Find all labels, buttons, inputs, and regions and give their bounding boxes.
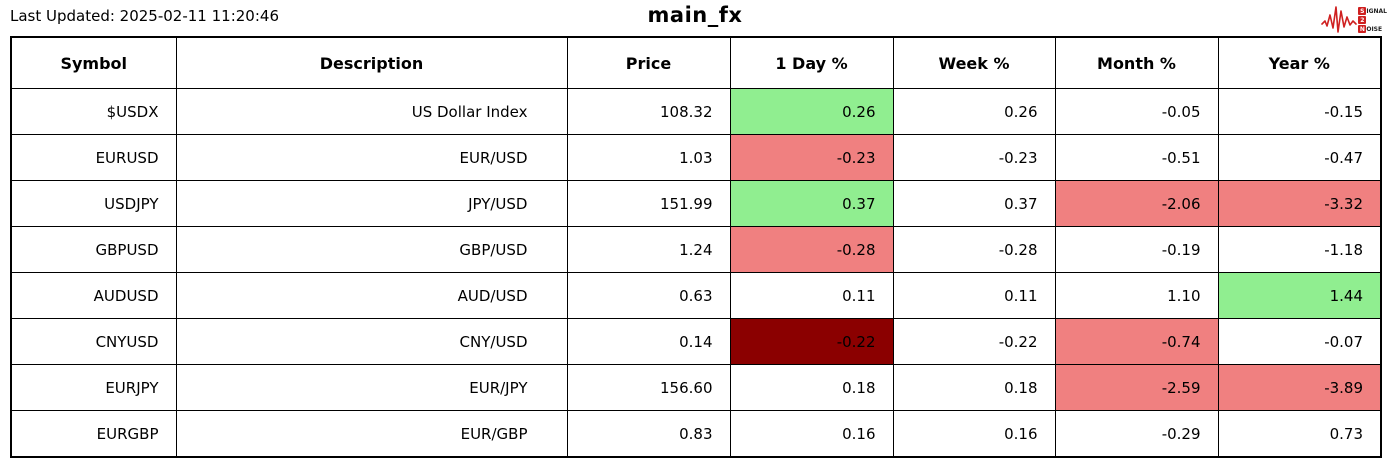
last-updated-timestamp: Last Updated: 2025-02-11 11:20:46 — [10, 7, 279, 25]
day-pct-cell: -0.23 — [729, 134, 894, 181]
column-header-month-pct: Month % — [1054, 36, 1219, 89]
price-cell: 1.24 — [566, 226, 731, 273]
table-row: EURUSD EUR/USD 1.03 -0.23 -0.23 -0.51 -0… — [10, 134, 1382, 181]
symbol-cell: USDJPY — [10, 180, 177, 227]
week-pct-cell: -0.22 — [892, 318, 1056, 365]
symbol-cell: AUDUSD — [10, 272, 177, 319]
column-header-description: Description — [175, 36, 568, 89]
year-pct-cell: -3.32 — [1217, 180, 1382, 227]
column-header-year-pct: Year % — [1217, 36, 1382, 89]
logo-line-2: 2 — [1358, 16, 1387, 24]
month-pct-cell: -0.05 — [1054, 88, 1219, 135]
week-pct-cell: -0.23 — [892, 134, 1056, 181]
description-cell: EUR/JPY — [175, 364, 568, 411]
year-pct-cell: -3.89 — [1217, 364, 1382, 411]
table-row: USDJPY JPY/USD 151.99 0.37 0.37 -2.06 -3… — [10, 180, 1382, 227]
table-row: AUDUSD AUD/USD 0.63 0.11 0.11 1.10 1.44 — [10, 272, 1382, 319]
fx-table-body: $USDX US Dollar Index 108.32 0.26 0.26 -… — [10, 88, 1382, 458]
price-cell: 0.14 — [566, 318, 731, 365]
month-pct-cell: -0.74 — [1054, 318, 1219, 365]
month-pct-cell: -0.19 — [1054, 226, 1219, 273]
symbol-cell: EURUSD — [10, 134, 177, 181]
description-cell: JPY/USD — [175, 180, 568, 227]
month-pct-cell: 1.10 — [1054, 272, 1219, 319]
page-title: main_fx — [647, 3, 743, 27]
table-row: EURGBP EUR/GBP 0.83 0.16 0.16 -0.29 0.73 — [10, 410, 1382, 458]
table-row: $USDX US Dollar Index 108.32 0.26 0.26 -… — [10, 88, 1382, 135]
day-pct-cell: 0.16 — [729, 410, 894, 458]
symbol-cell: $USDX — [10, 88, 177, 135]
year-pct-cell: -0.07 — [1217, 318, 1382, 365]
week-pct-cell: 0.16 — [892, 410, 1056, 458]
column-header-symbol: Symbol — [10, 36, 177, 89]
price-cell: 0.63 — [566, 272, 731, 319]
table-row: EURJPY EUR/JPY 156.60 0.18 0.18 -2.59 -3… — [10, 364, 1382, 411]
logo-wordmark: S IGNAL 2 N OISE — [1358, 7, 1387, 33]
logo-badge-n: N — [1358, 25, 1367, 33]
fx-table: Symbol Description Price 1 Day % Week % … — [10, 36, 1382, 458]
day-pct-cell: -0.22 — [729, 318, 894, 365]
day-pct-cell: 0.18 — [729, 364, 894, 411]
logo-line-noise: N OISE — [1358, 25, 1383, 33]
description-cell: CNY/USD — [175, 318, 568, 365]
week-pct-cell: 0.11 — [892, 272, 1056, 319]
header-row: Symbol Description Price 1 Day % Week % … — [10, 36, 1382, 89]
signal2noise-logo: S IGNAL 2 N OISE — [1321, 2, 1387, 38]
month-pct-cell: -0.29 — [1054, 410, 1219, 458]
description-cell: EUR/USD — [175, 134, 568, 181]
column-header-1day-pct: 1 Day % — [729, 36, 894, 89]
price-cell: 156.60 — [566, 364, 731, 411]
day-pct-cell: 0.11 — [729, 272, 894, 319]
price-cell: 108.32 — [566, 88, 731, 135]
waveform-icon — [1321, 2, 1358, 38]
table-row: GBPUSD GBP/USD 1.24 -0.28 -0.28 -0.19 -1… — [10, 226, 1382, 273]
table-row: CNYUSD CNY/USD 0.14 -0.22 -0.22 -0.74 -0… — [10, 318, 1382, 365]
year-pct-cell: 0.73 — [1217, 410, 1382, 458]
month-pct-cell: -0.51 — [1054, 134, 1219, 181]
day-pct-cell: 0.37 — [729, 180, 894, 227]
symbol-cell: EURJPY — [10, 364, 177, 411]
symbol-cell: GBPUSD — [10, 226, 177, 273]
price-cell: 1.03 — [566, 134, 731, 181]
description-cell: GBP/USD — [175, 226, 568, 273]
year-pct-cell: -1.18 — [1217, 226, 1382, 273]
symbol-cell: CNYUSD — [10, 318, 177, 365]
day-pct-cell: -0.28 — [729, 226, 894, 273]
column-header-week-pct: Week % — [892, 36, 1056, 89]
week-pct-cell: 0.37 — [892, 180, 1056, 227]
year-pct-cell: 1.44 — [1217, 272, 1382, 319]
logo-badge-s: S — [1358, 7, 1367, 15]
month-pct-cell: -2.06 — [1054, 180, 1219, 227]
price-cell: 0.83 — [566, 410, 731, 458]
logo-line-signal: S IGNAL — [1358, 7, 1387, 15]
price-cell: 151.99 — [566, 180, 731, 227]
description-cell: US Dollar Index — [175, 88, 568, 135]
day-pct-cell: 0.26 — [729, 88, 894, 135]
year-pct-cell: -0.47 — [1217, 134, 1382, 181]
year-pct-cell: -0.15 — [1217, 88, 1382, 135]
week-pct-cell: 0.26 — [892, 88, 1056, 135]
description-cell: AUD/USD — [175, 272, 568, 319]
week-pct-cell: -0.28 — [892, 226, 1056, 273]
description-cell: EUR/GBP — [175, 410, 568, 458]
month-pct-cell: -2.59 — [1054, 364, 1219, 411]
column-header-price: Price — [566, 36, 731, 89]
logo-badge-2: 2 — [1358, 16, 1367, 24]
fx-table-header: Symbol Description Price 1 Day % Week % … — [10, 36, 1382, 89]
symbol-cell: EURGBP — [10, 410, 177, 458]
week-pct-cell: 0.18 — [892, 364, 1056, 411]
